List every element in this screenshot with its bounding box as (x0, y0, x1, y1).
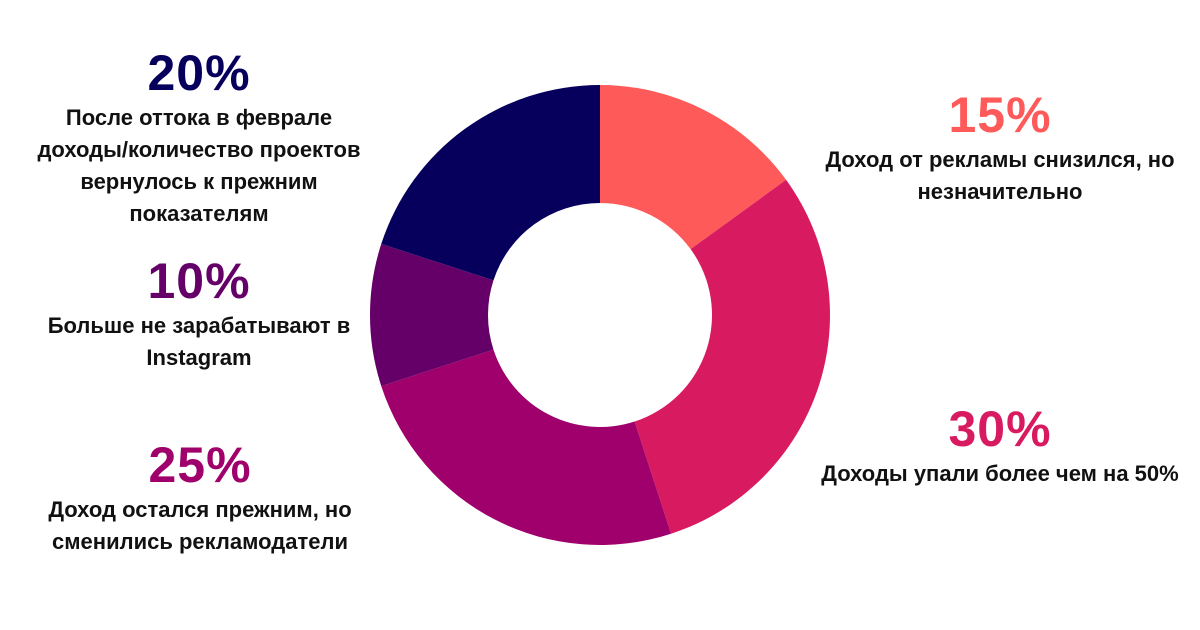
slice-label-10: 10% (147, 253, 251, 309)
callout-30: 30% Доходы упали более чем на 50% (820, 400, 1180, 490)
slice-description-15: Доход от рекламы снизился, но незначител… (825, 147, 1175, 204)
donut-slice-30 (634, 179, 830, 534)
slice-label-25: 25% (148, 437, 252, 493)
slice-description-10: Больше не зарабатывают в Instagram (47, 313, 351, 370)
slice-label-15: 15% (948, 87, 1052, 143)
slice-label-20: 20% (147, 45, 251, 101)
slice-description-25: Доход остался прежним, но сменились рекл… (48, 497, 352, 554)
donut-slice-15 (600, 85, 787, 250)
slice-description-20: После оттока в феврале доходы/количество… (37, 105, 361, 226)
donut-slice-20 (381, 85, 600, 281)
slice-label-30: 30% (948, 401, 1052, 457)
callout-20: 20% После оттока в феврале доходы/количе… (18, 44, 380, 230)
callout-15: 15% Доход от рекламы снизился, но незнач… (820, 86, 1180, 208)
donut-slice-25 (381, 349, 672, 545)
donut-slice-10 (370, 243, 494, 387)
slice-description-30: Доходы упали более чем на 50% (821, 461, 1179, 486)
callout-25: 25% Доход остался прежним, но сменились … (0, 436, 400, 558)
callout-10: 10% Больше не зарабатывают в Instagram (18, 252, 380, 374)
